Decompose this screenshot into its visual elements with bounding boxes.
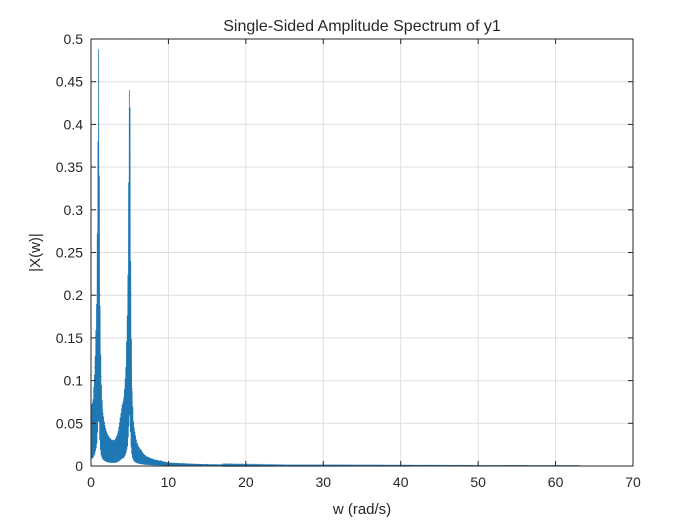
- x-tick-label: 20: [238, 474, 254, 490]
- x-tick-label: 30: [315, 474, 331, 490]
- y-tick-label: 0.25: [56, 245, 83, 261]
- data-point: [152, 458, 154, 460]
- data-point: [123, 397, 125, 399]
- data-point: [109, 438, 111, 440]
- data-point: [115, 437, 117, 439]
- axis-ticks: 0 10 20 30 40 50 60 70 0 0.05 0.1 0.15 0.2 0.25 0.3 0.3…: [56, 31, 641, 490]
- data-point: [130, 294, 132, 296]
- data-point: [183, 462, 185, 465]
- y-tick-label: 0.35: [56, 159, 83, 175]
- data-point: [206, 463, 208, 465]
- data-point: [119, 418, 121, 420]
- data-point: [92, 401, 94, 403]
- data-point: [131, 388, 133, 390]
- data-point: [127, 294, 129, 296]
- data-point: [140, 450, 142, 452]
- y-tick-label: 0.1: [64, 373, 84, 389]
- data-point: [100, 375, 102, 377]
- data-point: [117, 431, 119, 433]
- y-axis-label: |X(w)|: [27, 233, 44, 272]
- x-tick-label: 50: [470, 474, 486, 490]
- data-point: [99, 294, 101, 296]
- data-point: [94, 367, 96, 369]
- x-tick-label: 60: [548, 474, 564, 490]
- data-point: [105, 431, 108, 433]
- data-point: [107, 435, 110, 437]
- y-tick-label: 0.4: [64, 116, 84, 132]
- y-tick-label: 0.5: [64, 31, 84, 47]
- chart-title: Single-Sided Amplitude Spectrum of y1: [223, 18, 501, 35]
- y-tick-label: 0: [75, 458, 83, 474]
- x-tick-label: 10: [161, 474, 177, 490]
- x-tick-label: 70: [625, 474, 641, 490]
- data-point: [125, 367, 127, 369]
- y-tick-label: 0.15: [56, 330, 83, 346]
- y-tick-label: 0.45: [56, 74, 83, 90]
- x-tick-label: 40: [393, 474, 409, 490]
- data-point: [134, 435, 137, 437]
- data-point: [136, 444, 139, 446]
- data-point: [132, 422, 135, 424]
- data-point: [111, 439, 113, 441]
- y-tick-label: 0.05: [56, 415, 83, 431]
- data-point: [96, 294, 98, 296]
- data-point: [283, 464, 286, 466]
- y-tick-label: 0.2: [64, 287, 84, 303]
- data-point: [102, 409, 104, 412]
- data-point: [113, 439, 115, 441]
- data-point: [160, 460, 162, 462]
- data-point: [144, 455, 146, 457]
- x-tick-label: 0: [87, 474, 95, 490]
- data-point: [103, 422, 106, 424]
- data-point: [121, 405, 123, 407]
- y-tick-label: 0.3: [64, 202, 84, 218]
- x-axis-label: w (rad/s): [332, 501, 391, 518]
